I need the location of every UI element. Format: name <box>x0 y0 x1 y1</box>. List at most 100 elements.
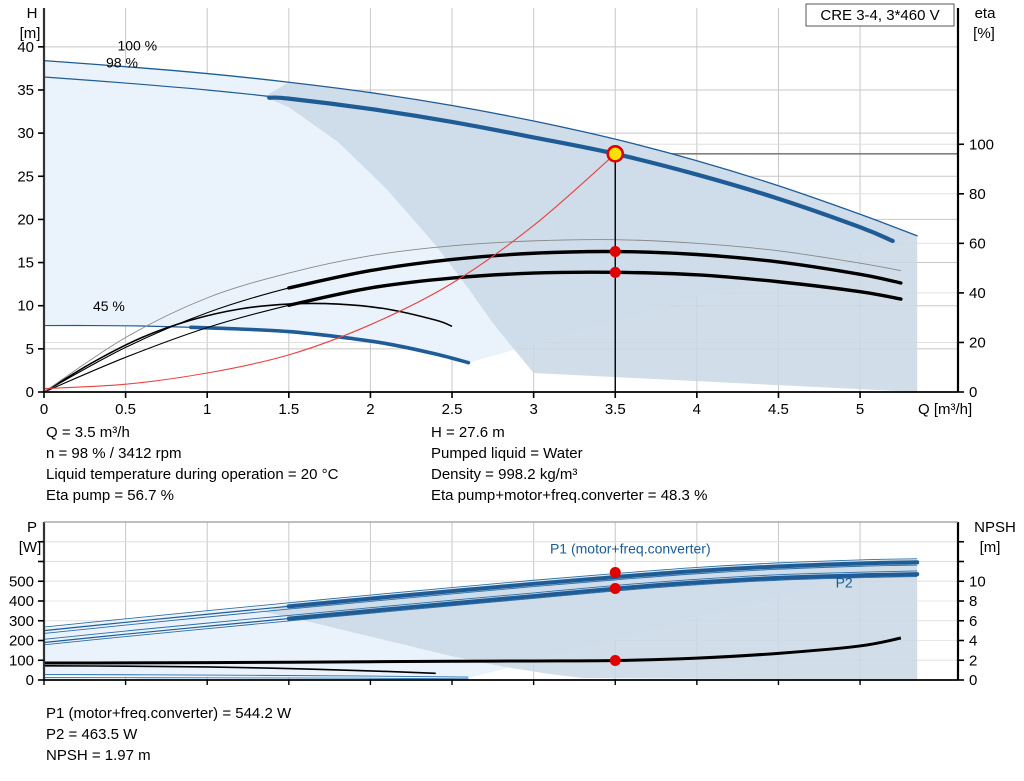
chart-text: 10 <box>969 573 986 590</box>
y-axis-name-h: H <box>27 5 38 22</box>
curve-path <box>43 636 902 665</box>
curve-path <box>43 677 469 680</box>
info-line-p2: P2 = 463.5 W <box>46 726 138 743</box>
chart-text: NPSH <box>974 519 1016 536</box>
chart-element <box>609 567 621 667</box>
chart-text: 2 <box>366 401 374 418</box>
curve-path <box>43 576 918 646</box>
chart-element <box>44 60 918 392</box>
chart-text: [m] <box>20 25 41 42</box>
chart-text: 100 <box>969 136 994 153</box>
chart-text: P <box>27 519 37 536</box>
chart-text: 35 <box>17 82 34 99</box>
curve-path <box>43 302 453 393</box>
chart-text: 0 <box>969 384 977 401</box>
chart-text: 6 <box>969 613 977 630</box>
chart-text: 15 <box>17 255 34 272</box>
chart-text: 0 <box>26 672 34 689</box>
chart-text: 400 <box>9 593 34 610</box>
title-box-label: CRE 3-4, 3*460 V <box>820 7 939 24</box>
curve-path <box>264 82 918 392</box>
chart-text: 20 <box>969 334 986 351</box>
info-line-eta-pump: Eta pump = 56.7 % <box>46 487 174 504</box>
curve-path <box>189 325 471 365</box>
chart-text: 500 <box>9 573 34 590</box>
chart-text: 60 <box>969 235 986 252</box>
p1-duty-marker <box>609 567 621 579</box>
p2-duty-marker <box>609 582 621 594</box>
title-box <box>805 3 955 27</box>
chart-text: 1.5 <box>278 401 299 418</box>
chart-text: 0 <box>26 384 34 401</box>
curve-path <box>43 564 918 634</box>
chart-text: [%] <box>973 25 995 42</box>
chart-text: 40 <box>17 39 34 56</box>
chart-text: [m] <box>980 539 1001 556</box>
info-line-p1: P1 (motor+freq.converter) = 544.2 W <box>46 705 292 722</box>
speed-label: 45 % <box>93 298 125 314</box>
chart-text: 3.5 <box>605 401 626 418</box>
power-npsh-chart: 0 100 200 300 400 500 0 2 4 6 8 10 P [W] NPSH [m] P1 (mo… <box>9 519 1016 689</box>
operating-info-left: Q = 3.5 m³/h n = 98 % / 3412 rpm Liquid … <box>46 422 338 506</box>
chart-text: 1 <box>203 401 211 418</box>
chart-text: 4 <box>969 633 977 650</box>
chart-text: 100 <box>9 652 34 669</box>
chart-text: 40 <box>969 285 986 302</box>
chart-text: 4 <box>693 401 701 418</box>
chart-text: [W] <box>19 539 42 556</box>
chart-text: eta <box>975 5 997 22</box>
chart-text: 300 <box>9 613 34 630</box>
chart-element <box>38 521 964 685</box>
series-label: P2 <box>836 575 853 591</box>
chart-text: 5 <box>26 341 34 358</box>
info-line-liquid: Pumped liquid = Water <box>431 445 583 462</box>
chart-text: 25 <box>17 168 34 185</box>
info-line-q: Q = 3.5 m³/h <box>46 424 130 441</box>
curve-path <box>43 558 918 628</box>
eta-total-marker <box>609 266 621 278</box>
speed-label: 100 % <box>117 37 157 53</box>
chart-text: 2 <box>969 652 977 669</box>
chart-text: 20 <box>17 211 34 228</box>
curve-path <box>43 570 918 640</box>
series-label: P1 (motor+freq.converter) <box>550 541 711 557</box>
chart-text: 0.5 <box>115 401 136 418</box>
speed-label: 98 % <box>106 55 138 71</box>
chart-text: 0 <box>40 401 48 418</box>
chart-text: 3 <box>529 401 537 418</box>
chart-text: 200 <box>9 633 34 650</box>
chart-text: 0 <box>969 672 977 689</box>
chart-element <box>44 559 918 680</box>
chart-text: 5 <box>856 401 864 418</box>
duty-point-marker <box>606 145 625 163</box>
chart-text: 30 <box>17 125 34 142</box>
chart-text: 2.5 <box>442 401 463 418</box>
curve-path <box>264 559 918 680</box>
info-line-density: Density = 998.2 kg/m³ <box>431 466 578 483</box>
info-line-speed: n = 98 % / 3412 rpm <box>46 445 182 462</box>
eta-pump-marker <box>609 246 621 258</box>
curve-path <box>43 59 918 237</box>
chart-text: 4.5 <box>768 401 789 418</box>
chart-element <box>606 145 625 392</box>
curve-path <box>43 153 616 390</box>
info-line-h: H = 27.6 m <box>431 424 505 441</box>
chart-text: 8 <box>969 593 977 610</box>
info-line-temperature: Liquid temperature during operation = 20… <box>46 466 339 483</box>
chart-text: 80 <box>969 186 986 203</box>
curve-path <box>43 239 901 393</box>
chart-element <box>38 8 964 398</box>
operating-info-right: H = 27.6 m Pumped liquid = Water Density… <box>431 422 707 506</box>
bottom-info: P1 (motor+freq.converter) = 544.2 W P2 =… <box>46 703 291 766</box>
chart-element: 0 100 200 300 400 500 0 2 4 6 8 10 P [W] NPSH [m] P1 (mo… <box>9 519 1016 689</box>
info-line-npsh: NPSH = 1.97 m <box>46 747 151 764</box>
curve-path <box>43 674 469 678</box>
chart-text: 10 <box>17 298 34 315</box>
curve-path <box>267 95 895 244</box>
info-line-eta-total: Eta pump+motor+freq.converter = 48.3 % <box>431 487 708 504</box>
curve-path <box>43 664 436 675</box>
chart-text: Q [m³/h] <box>918 401 972 418</box>
